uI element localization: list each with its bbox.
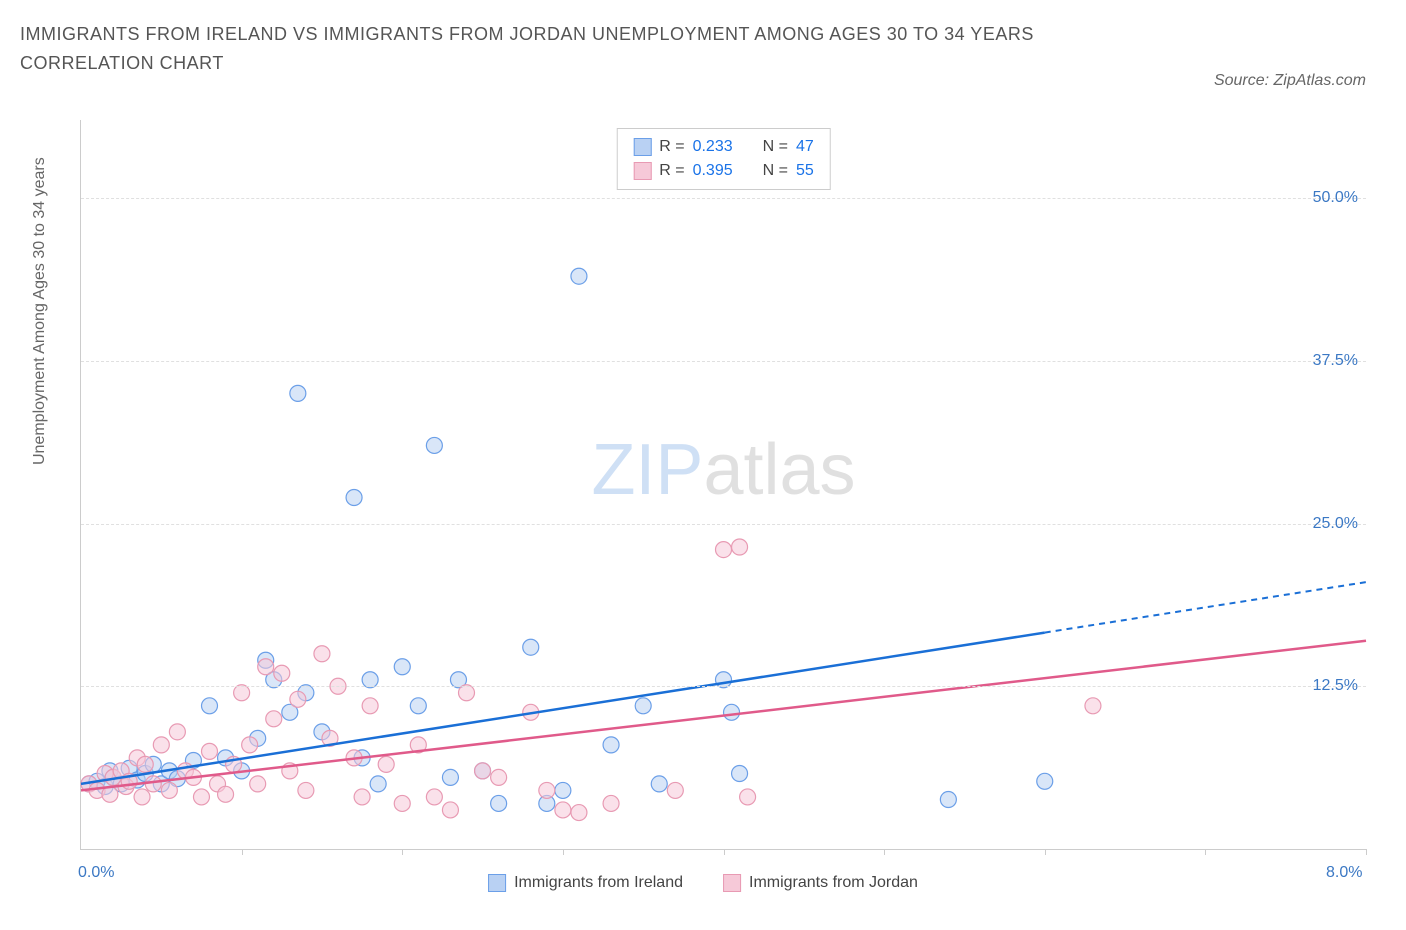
scatter-point <box>603 737 619 753</box>
scatter-point <box>571 268 587 284</box>
scatter-point <box>145 776 161 792</box>
scatter-point <box>724 704 740 720</box>
scatter-point <box>1037 773 1053 789</box>
scatter-point <box>426 437 442 453</box>
chart-container: IMMIGRANTS FROM IRELAND VS IMMIGRANTS FR… <box>20 20 1386 910</box>
x-tick <box>563 849 564 855</box>
x-tick <box>402 849 403 855</box>
scatter-point <box>1085 698 1101 714</box>
x-tick <box>884 849 885 855</box>
scatter-point <box>475 763 491 779</box>
scatter-point <box>571 805 587 821</box>
scatter-point <box>426 789 442 805</box>
scatter-point <box>370 776 386 792</box>
scatter-point <box>161 782 177 798</box>
gridline <box>81 524 1366 525</box>
scatter-svg <box>81 120 1366 849</box>
scatter-point <box>635 698 651 714</box>
scatter-point <box>491 795 507 811</box>
scatter-point <box>378 756 394 772</box>
x-tick <box>1366 849 1367 855</box>
legend-swatch <box>723 874 741 892</box>
gridline <box>81 361 1366 362</box>
plot-area: ZIPatlas R =0.233N =47R =0.395N =55 12.5… <box>80 120 1366 850</box>
scatter-point <box>242 737 258 753</box>
scatter-point <box>491 769 507 785</box>
scatter-point <box>539 782 555 798</box>
scatter-point <box>134 789 150 805</box>
scatter-point <box>667 782 683 798</box>
x-tick <box>1045 849 1046 855</box>
scatter-point <box>394 795 410 811</box>
legend-swatch <box>488 874 506 892</box>
bottom-legend: Immigrants from Ireland Immigrants from J… <box>488 874 918 892</box>
y-tick-label: 25.0% <box>1313 515 1358 533</box>
scatter-point <box>716 542 732 558</box>
scatter-point <box>218 786 234 802</box>
y-tick-label: 50.0% <box>1313 189 1358 207</box>
source-label: Source: ZipAtlas.com <box>1214 72 1366 90</box>
scatter-point <box>394 659 410 675</box>
scatter-point <box>523 639 539 655</box>
scatter-point <box>442 769 458 785</box>
scatter-point <box>193 789 209 805</box>
scatter-point <box>555 782 571 798</box>
scatter-point <box>346 490 362 506</box>
scatter-point <box>732 765 748 781</box>
scatter-point <box>314 646 330 662</box>
legend-item-label: Immigrants from Jordan <box>749 874 918 892</box>
scatter-point <box>202 698 218 714</box>
scatter-point <box>250 776 266 792</box>
scatter-point <box>137 756 153 772</box>
x-axis-max-label: 8.0% <box>1326 864 1362 882</box>
scatter-point <box>274 665 290 681</box>
x-axis-min-label: 0.0% <box>78 864 114 882</box>
gridline <box>81 686 1366 687</box>
x-tick <box>242 849 243 855</box>
scatter-point <box>651 776 667 792</box>
y-axis-label: Unemployment Among Ages 30 to 34 years <box>31 157 49 465</box>
scatter-point <box>940 792 956 808</box>
y-tick-label: 12.5% <box>1313 677 1358 695</box>
scatter-point <box>169 724 185 740</box>
scatter-point <box>732 539 748 555</box>
legend-item-label: Immigrants from Ireland <box>514 874 683 892</box>
scatter-point <box>410 698 426 714</box>
scatter-point <box>740 789 756 805</box>
chart-title: IMMIGRANTS FROM IRELAND VS IMMIGRANTS FR… <box>20 20 1120 78</box>
x-tick <box>724 849 725 855</box>
x-tick <box>1205 849 1206 855</box>
scatter-point <box>266 711 282 727</box>
scatter-point <box>298 782 314 798</box>
scatter-point <box>362 698 378 714</box>
scatter-point <box>555 802 571 818</box>
legend-item: Immigrants from Ireland <box>488 874 683 892</box>
scatter-point <box>290 691 306 707</box>
trend-line <box>81 633 1045 784</box>
trend-line-dashed <box>1045 582 1366 632</box>
y-tick-label: 37.5% <box>1313 352 1358 370</box>
legend-item: Immigrants from Jordan <box>723 874 918 892</box>
gridline <box>81 198 1366 199</box>
scatter-point <box>258 659 274 675</box>
scatter-point <box>202 743 218 759</box>
scatter-point <box>153 737 169 753</box>
scatter-point <box>290 385 306 401</box>
scatter-point <box>603 795 619 811</box>
scatter-point <box>354 789 370 805</box>
scatter-point <box>442 802 458 818</box>
